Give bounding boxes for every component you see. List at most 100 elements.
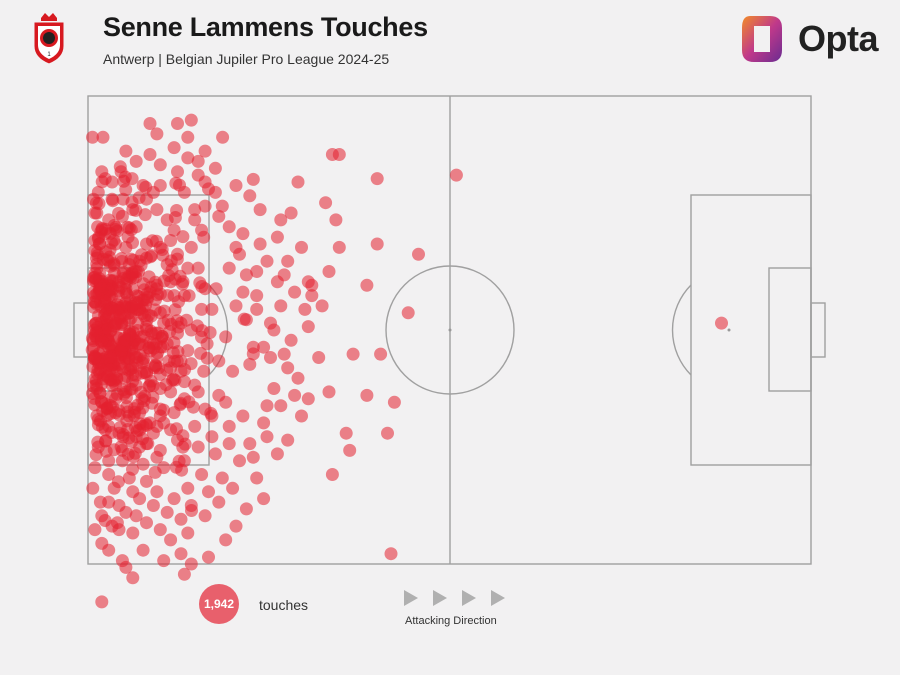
touch-point bbox=[181, 261, 195, 275]
touch-point bbox=[226, 481, 240, 495]
touch-point bbox=[177, 185, 191, 199]
touch-point bbox=[164, 234, 178, 247]
touch-point bbox=[257, 340, 271, 354]
touch-point bbox=[198, 175, 212, 189]
touch-point bbox=[133, 406, 147, 420]
touch-point bbox=[176, 275, 190, 289]
touch-point bbox=[236, 285, 250, 299]
touch-point bbox=[150, 351, 164, 364]
touch-point bbox=[198, 509, 212, 523]
touch-point bbox=[198, 144, 212, 158]
touch-point bbox=[177, 454, 191, 468]
center-circle bbox=[385, 265, 515, 395]
touch-point bbox=[270, 230, 284, 244]
touch-points bbox=[85, 113, 728, 609]
touch-point bbox=[109, 316, 122, 330]
touch-point bbox=[105, 378, 119, 392]
right-penalty-area bbox=[690, 194, 812, 466]
touch-point bbox=[239, 268, 253, 282]
attacking-direction-label: Attacking Direction bbox=[405, 615, 497, 627]
touch-point bbox=[150, 127, 164, 141]
touch-point bbox=[291, 175, 305, 189]
touch-point bbox=[229, 179, 243, 192]
touch-point bbox=[150, 485, 164, 499]
touch-point bbox=[112, 275, 126, 289]
touch-point bbox=[212, 209, 226, 223]
touch-point bbox=[167, 289, 181, 303]
touch-point bbox=[171, 247, 184, 261]
touch-point bbox=[143, 148, 157, 161]
touch-point bbox=[274, 213, 288, 227]
touch-point bbox=[181, 130, 195, 144]
touch-point bbox=[212, 354, 226, 368]
touch-point bbox=[250, 265, 264, 278]
touch-point bbox=[370, 237, 384, 251]
touch-point bbox=[88, 244, 102, 257]
touch-point bbox=[122, 258, 136, 272]
touch-point bbox=[226, 364, 240, 378]
direction-arrow-icon bbox=[462, 590, 476, 606]
touch-point bbox=[195, 302, 209, 316]
touch-point bbox=[319, 196, 333, 210]
touch-point bbox=[264, 316, 277, 330]
penalty-spot-right bbox=[727, 328, 731, 332]
touch-point bbox=[191, 261, 205, 275]
touch-point bbox=[174, 364, 188, 378]
touch-point bbox=[167, 223, 181, 237]
touch-point bbox=[260, 430, 274, 444]
touch-point bbox=[164, 533, 178, 547]
touch-point bbox=[229, 240, 243, 254]
touch-point bbox=[250, 471, 264, 485]
touch-point bbox=[322, 265, 336, 278]
touch-point bbox=[384, 547, 398, 561]
touch-point bbox=[205, 302, 219, 316]
touch-point bbox=[157, 461, 171, 475]
touch-point bbox=[243, 437, 257, 451]
touch-point bbox=[246, 172, 260, 186]
direction-arrow-icon bbox=[433, 590, 447, 606]
touch-point bbox=[122, 409, 136, 423]
touch-point bbox=[281, 361, 295, 375]
touch-point bbox=[171, 433, 184, 447]
touch-point bbox=[96, 130, 110, 144]
touch-point bbox=[184, 240, 198, 254]
touch-point bbox=[198, 282, 212, 296]
touch-point bbox=[346, 347, 360, 361]
touch-point bbox=[715, 316, 728, 330]
touch-point bbox=[171, 117, 184, 130]
touch-point bbox=[215, 199, 229, 213]
touch-point bbox=[126, 571, 140, 585]
touch-point bbox=[253, 203, 267, 217]
touch-point bbox=[95, 595, 109, 609]
touch-point bbox=[174, 512, 188, 526]
touch-point bbox=[153, 523, 167, 537]
touch-point bbox=[89, 378, 103, 392]
touch-point bbox=[102, 543, 116, 557]
touch-point bbox=[160, 258, 174, 272]
touch-point bbox=[298, 302, 312, 316]
touch-point bbox=[203, 326, 217, 339]
touch-point bbox=[91, 413, 105, 426]
touch-point bbox=[88, 206, 102, 220]
touch-point bbox=[381, 426, 394, 440]
touch-point bbox=[325, 468, 339, 481]
touch-point bbox=[198, 199, 212, 213]
touch-point bbox=[208, 185, 222, 199]
touch-point bbox=[222, 419, 236, 433]
touch-point bbox=[93, 495, 107, 509]
touch-point bbox=[153, 382, 167, 395]
touch-point bbox=[209, 282, 223, 296]
touch-point bbox=[114, 165, 128, 179]
touch-point bbox=[412, 247, 425, 261]
touch-point bbox=[200, 337, 214, 351]
touch-point bbox=[288, 285, 302, 299]
touch-point bbox=[177, 567, 191, 581]
touch-point bbox=[112, 357, 126, 371]
touch-point bbox=[281, 254, 295, 268]
touch-point bbox=[301, 392, 315, 406]
touch-point bbox=[295, 240, 308, 254]
touch-point bbox=[208, 447, 222, 461]
touch-point bbox=[243, 189, 257, 203]
touch-point bbox=[222, 437, 236, 451]
touch-point bbox=[374, 347, 388, 361]
